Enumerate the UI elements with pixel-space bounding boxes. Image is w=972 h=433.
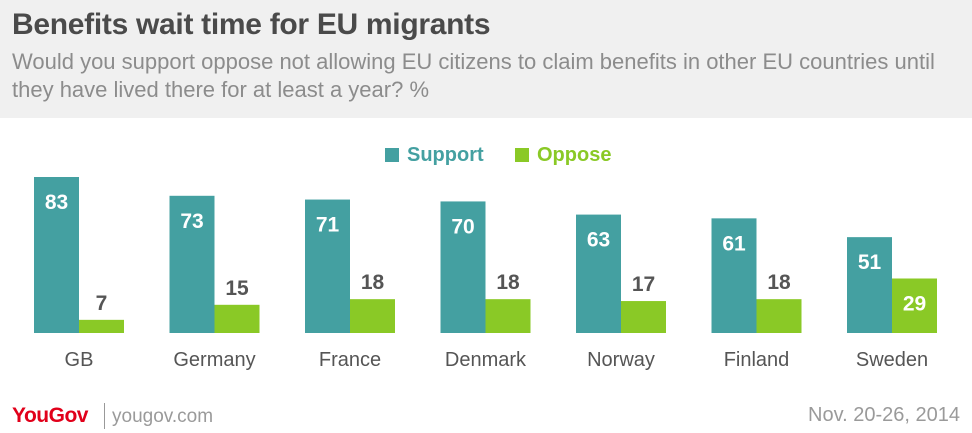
data-label-oppose-france: 18	[361, 271, 385, 294]
x-tick-label-gb: GB	[65, 349, 94, 371]
bar-oppose-denmark	[485, 299, 531, 333]
x-tick-label-germany: Germany	[173, 349, 255, 371]
bar-support-finland	[711, 218, 757, 333]
data-label-oppose-finland: 18	[767, 271, 791, 294]
data-label-support-sweden: 51	[858, 251, 882, 274]
data-label-support-norway: 63	[587, 229, 610, 252]
x-tick-label-france: France	[319, 349, 381, 371]
bar-support-germany	[169, 195, 215, 333]
bar-support-norway	[576, 214, 621, 333]
x-tick-label-finland: Finland	[724, 349, 790, 371]
data-label-oppose-germany: 15	[225, 277, 249, 300]
data-label-support-france: 71	[316, 214, 340, 237]
legend-item-oppose: Oppose	[515, 142, 611, 168]
chart-subtitle: Would you support oppose not allowing EU…	[12, 49, 935, 102]
footer-date: Nov. 20-26, 2014	[808, 404, 960, 426]
bar-oppose-sweden	[892, 278, 937, 333]
chart-title: Benefits wait time for EU migrants	[12, 8, 491, 41]
bar-oppose-gb	[79, 319, 124, 333]
legend-label-oppose: Oppose	[537, 143, 612, 166]
legend-swatch-oppose	[515, 148, 529, 162]
bar-oppose-germany	[214, 304, 260, 333]
data-label-oppose-denmark: 18	[496, 271, 520, 294]
bar-oppose-norway	[621, 301, 666, 333]
x-tick-label-norway: Norway	[587, 349, 655, 371]
chart-header: Benefits wait time for EU migrants Would…	[0, 0, 972, 118]
x-tick-label-sweden: Sweden	[856, 349, 928, 371]
legend-label-support: Support	[407, 143, 484, 166]
chart-legend: Support Oppose	[0, 142, 972, 168]
footer-url: yougov.com	[112, 406, 214, 427]
bar-oppose-france	[350, 299, 395, 333]
data-label-oppose-norway: 17	[632, 273, 655, 296]
data-label-oppose-sweden: 29	[903, 292, 926, 315]
bar-oppose-finland	[756, 299, 802, 333]
bar-support-denmark	[440, 201, 486, 333]
footer-divider	[104, 403, 105, 429]
bar-support-sweden	[847, 237, 892, 333]
legend-swatch-support	[385, 148, 399, 162]
bar-support-france	[305, 199, 350, 333]
data-label-oppose-gb: 7	[96, 292, 108, 315]
data-label-support-germany: 73	[180, 210, 203, 233]
data-label-support-finland: 61	[722, 232, 746, 255]
data-label-support-denmark: 70	[451, 215, 474, 238]
legend-item-support: Support	[385, 142, 484, 168]
data-label-support-gb: 83	[45, 191, 68, 214]
x-tick-label-denmark: Denmark	[445, 349, 527, 371]
bar-support-gb	[34, 177, 79, 333]
yougov-logo: YouGov	[12, 404, 88, 427]
